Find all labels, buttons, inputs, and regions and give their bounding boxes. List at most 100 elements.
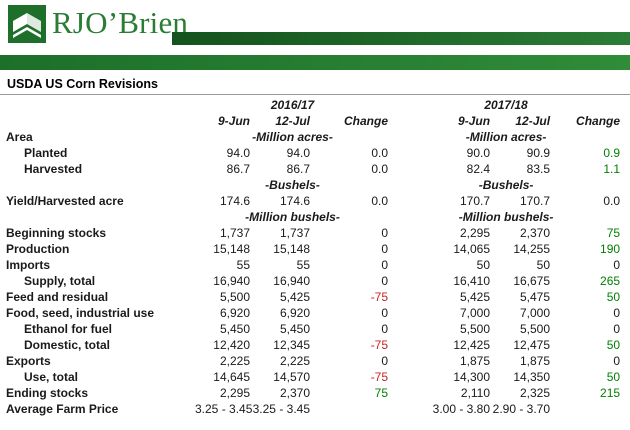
data-row: Yield/Harvested acre 174.6 174.6 0.0 170.7 17… (0, 193, 622, 209)
data-row: Imports 55 55 0 50 50 0 (0, 257, 622, 273)
col-header-change: Change (576, 114, 621, 128)
value-cell: 14,570 (273, 370, 310, 384)
header-bar-green (0, 55, 630, 70)
value-cell: 2,225 (219, 354, 250, 368)
col-header-12jul: 12-Jul (515, 114, 551, 128)
units-row: -Bushels- -Bushels- (0, 177, 622, 193)
value-cell: 16,675 (513, 274, 551, 288)
value-cell: 12,420 (213, 338, 250, 352)
value-cell: 2.90 - 3.70 (492, 402, 551, 416)
row-label: Use, total (24, 370, 79, 384)
value-cell: 0.0 (371, 194, 389, 208)
value-cell: 6,920 (219, 306, 250, 320)
value-cell: 0 (381, 354, 389, 368)
value-cell: 174.6 (279, 194, 310, 208)
value-cell: 86.7 (226, 162, 250, 176)
value-cell: 15,148 (213, 242, 250, 256)
value-cell: 14,065 (453, 242, 491, 256)
value-cell: 55 (296, 258, 310, 272)
value-cell: 5,500 (520, 322, 551, 336)
value-cell: 6,920 (279, 306, 310, 320)
data-row: Average Farm Price 3.25 - 3.45 3.25 - 3.45… (0, 401, 622, 417)
value-cell: 0 (381, 306, 389, 320)
value-cell: 7,000 (460, 306, 491, 320)
value-cell: 5,425 (460, 290, 491, 304)
unit-label: -Million acres- (252, 130, 333, 144)
row-label: Ending stocks (6, 386, 89, 400)
row-label: Imports (6, 258, 51, 272)
rjo-logo-icon (8, 5, 46, 43)
value-cell: 50 (606, 290, 621, 304)
row-label (0, 209, 195, 225)
value-cell: 0 (381, 226, 389, 240)
value-cell: 5,450 (219, 322, 250, 336)
value-cell: 0 (613, 258, 621, 272)
value-cell: 1,875 (460, 354, 491, 368)
unit-label: -Million bushels- (245, 210, 340, 224)
unit-label: -Million bushels- (458, 210, 554, 224)
value-cell: 2,370 (520, 226, 551, 240)
value-cell: 50 (606, 370, 621, 384)
brand-header: RJO’Brien (0, 0, 630, 72)
data-row: Harvested 86.7 86.7 0.0 82.4 83.5 1.1 (0, 161, 622, 177)
value-cell: 75 (606, 226, 621, 240)
value-cell: 1,875 (520, 354, 551, 368)
value-cell: -75 (370, 370, 389, 384)
unit-label: -Bushels- (265, 178, 320, 192)
value-cell: 170.7 (460, 194, 491, 208)
value-cell: 86.7 (286, 162, 310, 176)
value-cell: 0 (381, 322, 389, 336)
value-cell: 5,425 (279, 290, 310, 304)
value-cell: 0.0 (603, 194, 621, 208)
value-cell: 1,737 (279, 226, 310, 240)
value-cell: -75 (370, 338, 389, 352)
corn-revisions-table: 2016/17 2017/18 9-Jun 12-Jul Change 9-Ju… (0, 97, 622, 417)
value-cell: 0 (613, 354, 621, 368)
value-cell: 2,110 (460, 386, 491, 400)
value-cell: 2,325 (520, 386, 551, 400)
empty-cell (0, 97, 195, 113)
data-row: Ethanol for fuel 5,450 5,450 0 5,500 5,500 0 (0, 321, 622, 337)
value-cell: 5,500 (219, 290, 250, 304)
data-row: Feed and residual 5,500 5,425 -75 5,425 5,475… (0, 289, 622, 305)
value-cell: 83.5 (526, 162, 551, 176)
table-body: Area -Million acres- -Million acres- Plante… (0, 129, 622, 417)
row-label: Planted (24, 146, 68, 160)
row-label: Beginning stocks (6, 226, 107, 240)
data-row: Planted 94.0 94.0 0.0 90.0 90.9 0.9 (0, 145, 622, 161)
value-cell: 16,940 (273, 274, 310, 288)
value-cell: 3.25 - 3.45 (195, 402, 253, 416)
value-cell (552, 401, 622, 417)
row-label: Average Farm Price (6, 402, 119, 416)
data-row: Supply, total 16,940 16,940 0 16,410 16,675 26… (0, 273, 622, 289)
value-cell: -75 (370, 290, 389, 304)
value-cell: 14,350 (513, 370, 551, 384)
value-cell: 16,410 (453, 274, 491, 288)
value-cell: 16,940 (213, 274, 250, 288)
data-row: Beginning stocks 1,737 1,737 0 2,295 2,370 75 (0, 225, 622, 241)
col-header-12jul: 12-Jul (275, 114, 310, 128)
value-cell: 50 (536, 258, 551, 272)
value-cell: 5,450 (279, 322, 310, 336)
col-header-9jun: 9-Jun (217, 114, 250, 128)
value-cell: 14,255 (513, 242, 551, 256)
value-cell: 0 (381, 242, 389, 256)
row-label (0, 177, 195, 193)
row-label: Food, seed, industrial use (6, 306, 155, 320)
value-cell: 12,475 (513, 338, 551, 352)
value-cell: 94.0 (286, 146, 310, 160)
value-cell: 0.9 (603, 146, 621, 160)
value-cell: 0 (613, 306, 621, 320)
value-cell: 3.00 - 3.80 (432, 402, 491, 416)
col-header-9jun: 9-Jun (458, 114, 491, 128)
row-label: Domestic, total (24, 338, 111, 352)
data-row: Domestic, total 12,420 12,345 -75 12,425 12,4… (0, 337, 622, 353)
column-header-row: 9-Jun 12-Jul Change 9-Jun 12-Jul Change (0, 113, 622, 129)
unit-label: -Million acres- (465, 130, 547, 144)
value-cell: 0.0 (371, 162, 389, 176)
value-cell: 3.25 - 3.45 (252, 402, 310, 416)
value-cell: 14,645 (213, 370, 250, 384)
value-cell: 1.1 (603, 162, 621, 176)
data-row: Production 15,148 15,148 0 14,065 14,255 190 (0, 241, 622, 257)
value-cell: 0 (613, 322, 621, 336)
